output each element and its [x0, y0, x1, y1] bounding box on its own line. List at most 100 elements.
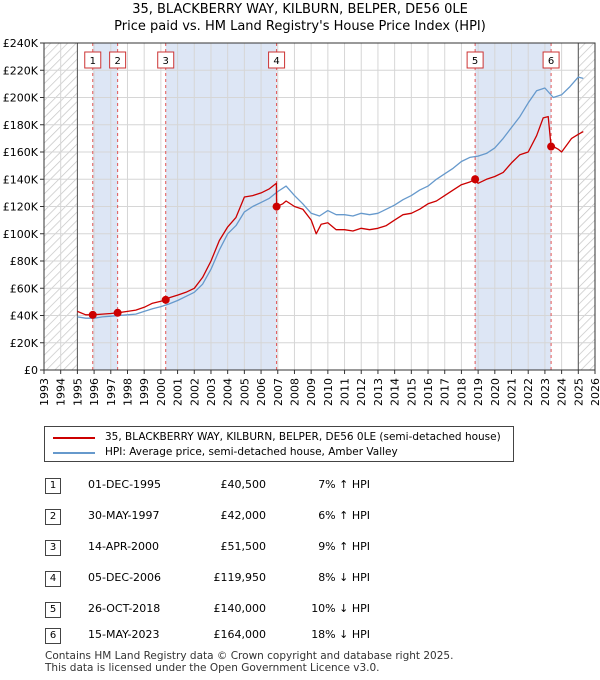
- x-tick-label: 2008: [288, 378, 301, 406]
- x-tick-label: 2026: [589, 378, 600, 406]
- x-tick-label: 2013: [372, 378, 385, 406]
- x-tick-label: 2019: [472, 378, 485, 406]
- x-tick-label: 2017: [439, 378, 452, 406]
- hpi-line: [77, 76, 584, 319]
- y-tick-label: £140K: [3, 173, 39, 186]
- x-tick-label: 2004: [222, 378, 235, 406]
- sale-number-label: 3: [163, 56, 169, 67]
- sale-row: 4 05-DEC-2006 £119,950 8% ↓ HPI: [0, 568, 600, 592]
- sale-date: 26-OCT-2018: [88, 602, 161, 615]
- sale-row: 3 14-APR-2000 £51,500 9% ↑ HPI: [0, 537, 600, 561]
- y-tick-label: £160K: [3, 146, 39, 159]
- sale-point: [113, 308, 122, 317]
- x-tick-label: 2012: [355, 378, 368, 406]
- sale-point: [547, 142, 556, 151]
- x-tick-label: 2015: [405, 378, 418, 406]
- x-tick-label: 1993: [38, 378, 51, 406]
- sale-row: 1 01-DEC-1995 £40,500 7% ↑ HPI: [0, 475, 600, 499]
- chart-subtitle: Price paid vs. HM Land Registry's House …: [114, 19, 486, 34]
- x-tick-label: 2007: [272, 378, 285, 406]
- sale-row: 6 15-MAY-2023 £164,000 18% ↓ HPI: [0, 625, 600, 649]
- sale-date: 01-DEC-1995: [88, 478, 162, 491]
- sale-number: 2: [45, 509, 61, 525]
- sale-number-label: 1: [90, 56, 96, 67]
- y-tick-label: £240K: [3, 37, 39, 50]
- sale-point: [471, 175, 480, 184]
- x-tick-label: 1996: [88, 378, 101, 406]
- x-tick-label: 2006: [255, 378, 268, 406]
- x-tick-label: 2018: [455, 378, 468, 406]
- sale-number: 4: [45, 571, 61, 587]
- chart-title: 35, BLACKBERRY WAY, KILBURN, BELPER, DE5…: [132, 2, 468, 17]
- sale-price: £40,500: [220, 478, 267, 491]
- y-tick-label: £200K: [3, 92, 39, 105]
- legend-swatch-property: [53, 437, 95, 439]
- x-tick-label: 1999: [138, 378, 151, 406]
- x-tick-label: 2011: [339, 378, 352, 406]
- price-chart: 1 2 3 4 5 6 £0 £20K £40K £60K £80K £100K £120K £140K…: [3, 37, 600, 406]
- y-tick-label: £220K: [3, 64, 39, 77]
- x-tick-label: 2000: [155, 378, 168, 406]
- x-tick-label: 2025: [572, 378, 585, 406]
- sale-number-box: [157, 51, 175, 69]
- x-tick-label: 1998: [121, 378, 134, 406]
- sale-number: 1: [45, 478, 61, 494]
- x-tick-label: 2002: [188, 378, 201, 406]
- sale-point: [161, 295, 170, 304]
- x-tick-label: 2005: [238, 378, 251, 406]
- legend-swatch-hpi: [53, 452, 95, 454]
- sale-hpi-diff: 10% ↓ HPI: [311, 602, 370, 615]
- x-tick-label: 2010: [322, 378, 335, 406]
- sale-hpi-diff: 9% ↑ HPI: [318, 540, 370, 553]
- sale-point: [88, 310, 97, 319]
- footer: Contains HM Land Registry data © Crown c…: [45, 650, 453, 674]
- y-tick-label: £0: [24, 364, 38, 377]
- x-tick-label: 2020: [489, 378, 502, 406]
- sale-price: £51,500: [220, 540, 267, 553]
- sale-number-box: [466, 51, 484, 69]
- sale-number-label: 6: [548, 56, 554, 67]
- x-tick-label: 2024: [556, 378, 569, 406]
- y-tick-label: £120K: [3, 201, 39, 214]
- x-tick-label: 2001: [172, 378, 185, 406]
- x-tick-label: 2009: [305, 378, 318, 406]
- footer-copyright: Contains HM Land Registry data © Crown c…: [45, 650, 454, 662]
- sale-price: £119,950: [213, 571, 267, 584]
- legend: 35, BLACKBERRY WAY, KILBURN, BELPER, DE5…: [44, 426, 514, 462]
- sale-hpi-diff: 18% ↓ HPI: [311, 628, 370, 641]
- sale-price: £140,000: [213, 602, 267, 615]
- y-tick-label: £20K: [10, 337, 39, 350]
- sale-number-label: 5: [472, 56, 478, 67]
- sale-number: 6: [45, 628, 61, 644]
- sale-number: 3: [45, 540, 61, 556]
- x-tick-label: 2016: [422, 378, 435, 406]
- sale-number: 5: [45, 602, 61, 618]
- y-tick-label: £60K: [10, 282, 39, 295]
- sale-row: 5 26-OCT-2018 £140,000 10% ↓ HPI: [0, 599, 600, 623]
- x-tick-label: 2023: [539, 378, 552, 406]
- sale-point: [272, 202, 281, 211]
- sale-number-label: 2: [114, 56, 120, 67]
- sale-number-box: [109, 51, 127, 69]
- sale-row: 2 30-MAY-1997 £42,000 6% ↑ HPI: [0, 506, 600, 530]
- sale-date: 14-APR-2000: [88, 540, 160, 553]
- legend-label-hpi: HPI: Average price, semi-detached house,…: [105, 446, 398, 458]
- footer-licence: This data is licensed under the Open Gov…: [45, 662, 380, 674]
- sale-hpi-diff: 7% ↑ HPI: [318, 478, 370, 491]
- y-tick-label: £180K: [3, 119, 39, 132]
- sale-hpi-diff: 6% ↑ HPI: [318, 509, 370, 522]
- y-tick-label: £40K: [10, 310, 39, 323]
- sale-date: 15-MAY-2023: [88, 628, 160, 641]
- x-tick-label: 2014: [389, 378, 402, 406]
- x-tick-label: 1994: [55, 378, 68, 406]
- sale-hpi-diff: 8% ↓ HPI: [318, 571, 370, 584]
- x-tick-label: 2021: [506, 378, 519, 406]
- sale-date: 30-MAY-1997: [88, 509, 160, 522]
- sale-number-box: [84, 51, 102, 69]
- x-tick-label: 1995: [71, 378, 84, 406]
- y-tick-label: £100K: [3, 228, 39, 241]
- sale-date: 05-DEC-2006: [88, 571, 162, 584]
- sale-number-label: 4: [273, 56, 279, 67]
- x-tick-label: 1997: [105, 378, 118, 406]
- legend-label-property: 35, BLACKBERRY WAY, KILBURN, BELPER, DE5…: [105, 431, 501, 443]
